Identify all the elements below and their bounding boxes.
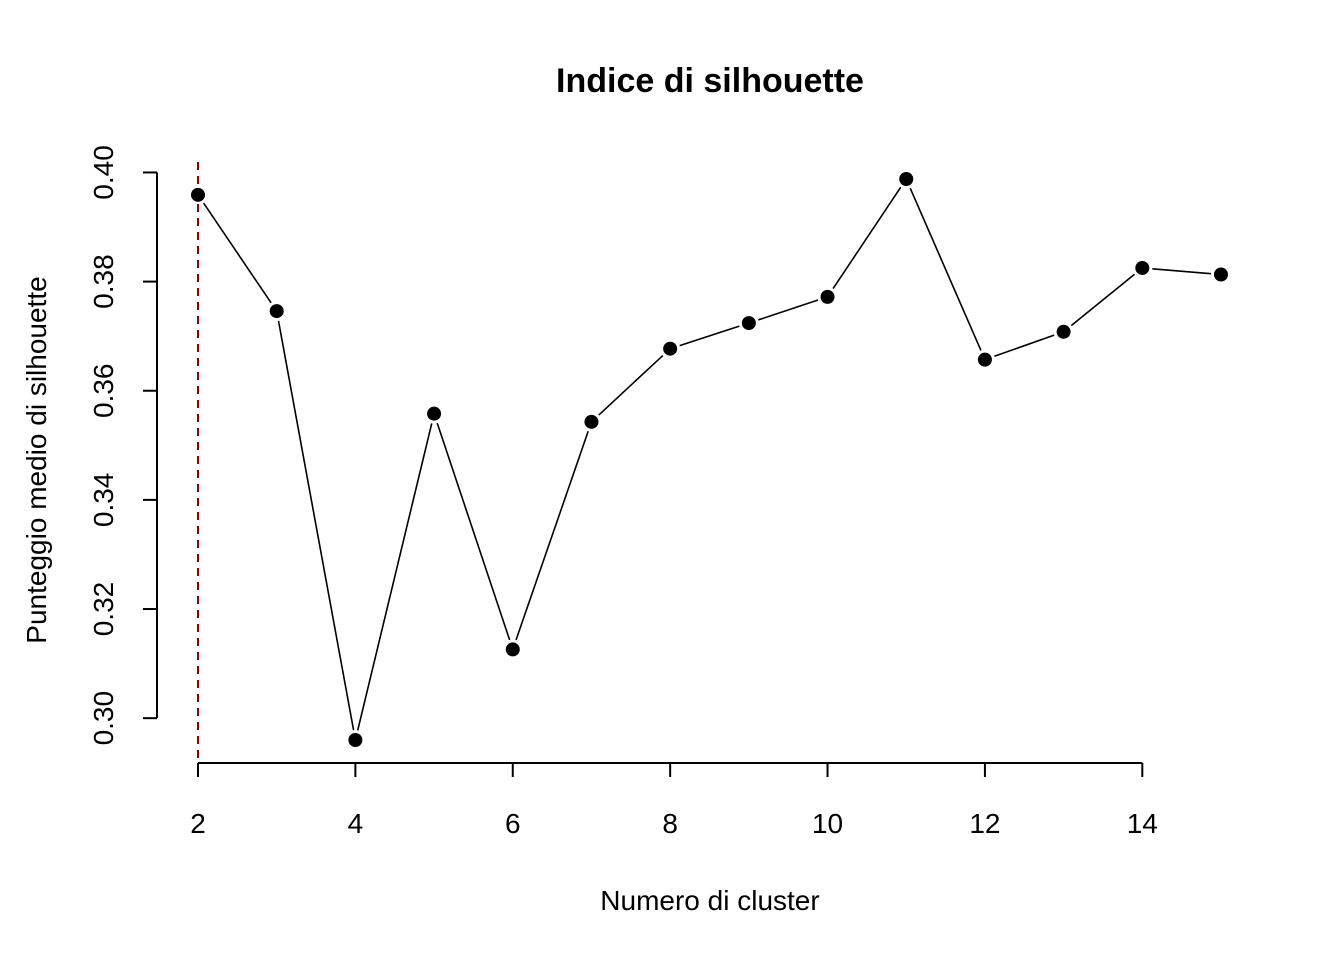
series-line-segment — [202, 202, 272, 304]
y-axis-label: Punteggio medio di silhouette — [21, 276, 52, 643]
data-point — [1214, 267, 1228, 282]
series-line-segment — [598, 354, 664, 416]
data-point — [1135, 260, 1150, 275]
data-point — [977, 352, 992, 367]
plot-area: 2 4 6 8 10 12 14 0.30 0.32 0.34 0.36 0.38 0.40 — [88, 145, 1228, 839]
series-line-segment — [909, 187, 982, 351]
series-line-segment — [679, 325, 740, 347]
data-point — [584, 414, 599, 429]
data-point — [505, 642, 520, 657]
y-tick-label: 0.40 — [88, 145, 119, 200]
x-tick-label: 14 — [1127, 808, 1158, 839]
data-point — [899, 172, 914, 186]
x-tick-label: 4 — [348, 808, 364, 839]
data-point — [820, 289, 835, 304]
data-point — [1056, 324, 1071, 339]
data-point — [191, 187, 205, 202]
data-point — [269, 304, 284, 319]
data-point — [427, 406, 442, 421]
series-line-segment — [832, 186, 902, 290]
series-line-segment — [356, 423, 433, 731]
x-tick-label: 10 — [812, 808, 843, 839]
series-line-segment — [436, 422, 511, 641]
series-line-segment — [1070, 273, 1136, 327]
data-point — [348, 733, 363, 747]
data-point — [741, 316, 756, 331]
x-tick-label: 2 — [190, 808, 206, 839]
series-line-segment — [994, 334, 1055, 358]
series-line-segment — [515, 431, 589, 641]
series-line-segment — [1152, 267, 1212, 275]
y-tick-label: 0.34 — [88, 473, 119, 528]
y-tick-label: 0.36 — [88, 363, 119, 418]
x-axis-label: Numero di cluster — [600, 885, 819, 916]
y-tick-label: 0.32 — [88, 582, 119, 637]
y-tick-label: 0.38 — [88, 254, 119, 309]
series-line-segment — [277, 320, 355, 731]
y-tick-label: 0.30 — [88, 691, 119, 746]
x-tick-label: 12 — [969, 808, 1000, 839]
data-point — [663, 341, 678, 356]
chart-title: Indice di silhouette — [556, 62, 864, 100]
x-tick-label: 6 — [505, 808, 521, 839]
series-line-segment — [758, 299, 819, 321]
x-tick-label: 8 — [662, 808, 678, 839]
